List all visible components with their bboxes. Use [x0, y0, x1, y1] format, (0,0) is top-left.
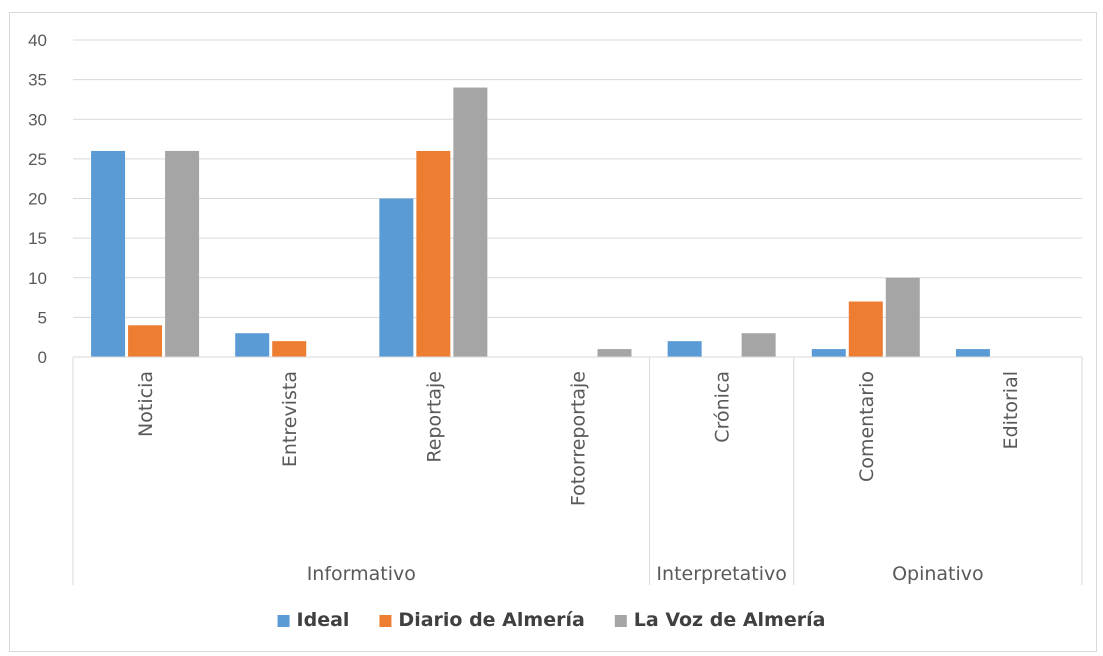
bar-diario-de-almeria-entrevista — [272, 341, 307, 357]
axes — [72, 356, 1083, 585]
legend-label-diario-de-almeria: Diario de Almería — [398, 609, 584, 631]
bar-ideal-comentario — [811, 349, 846, 357]
y-tick-label: 5 — [38, 308, 47, 327]
y-tick-label: 25 — [28, 150, 47, 169]
gridlines — [73, 39, 1082, 318]
y-tick-label: 0 — [38, 348, 47, 367]
bar-la-voz-de-almeria-noticia — [165, 150, 200, 357]
category-labels: Noticia Entrevista Reportaje Fotorreportaje… — [135, 371, 1022, 506]
group-label-informativo: Informativo — [307, 563, 416, 585]
bar-ideal-editorial — [955, 349, 990, 357]
bar-la-voz-de-almeria-fotorreportaje — [597, 349, 632, 357]
group-label-interpretativo: Interpretativo — [656, 563, 786, 585]
y-tick-label: 20 — [28, 190, 47, 209]
legend-label-ideal: Ideal — [297, 609, 350, 631]
bar-diario-de-almeria-reportaje — [416, 150, 451, 357]
category-label-cronica: Crónica — [712, 371, 734, 443]
category-label-entrevista: Entrevista — [279, 371, 301, 467]
bar-ideal-entrevista — [235, 333, 270, 357]
legend-swatch-diario-de-almeria — [379, 615, 392, 627]
category-label-noticia: Noticia — [135, 371, 157, 437]
category-label-editorial: Editorial — [1000, 371, 1022, 449]
y-axis-ticks: 0 5 10 15 20 25 30 35 40 — [28, 31, 47, 367]
bar-ideal-cronica — [667, 341, 702, 357]
y-tick-label: 30 — [28, 110, 47, 129]
bar-ideal-noticia — [91, 150, 126, 357]
bar-ideal-reportaje — [379, 198, 414, 357]
bar-la-voz-de-almeria-cronica — [741, 333, 776, 357]
y-tick-label: 40 — [28, 31, 47, 50]
category-label-fotorreportaje: Fotorreportaje — [568, 371, 590, 506]
legend-label-la-voz-de-almeria: La Voz de Almería — [634, 609, 826, 631]
bar-diario-de-almeria-noticia — [128, 325, 163, 357]
bar-la-voz-de-almeria-comentario — [885, 277, 920, 357]
group-label-opinativo: Opinativo — [892, 563, 984, 585]
legend-swatch-ideal — [277, 615, 290, 627]
group-labels: Informativo Interpretativo Opinativo — [307, 563, 984, 585]
category-label-comentario: Comentario — [856, 371, 878, 482]
bar-diario-de-almeria-comentario — [848, 301, 883, 357]
legend: Ideal Diario de Almería La Voz de Almería — [277, 609, 826, 631]
y-tick-label: 15 — [28, 229, 47, 248]
legend-swatch-la-voz-de-almeria — [614, 615, 627, 627]
bar-la-voz-de-almeria-reportaje — [453, 87, 488, 358]
y-tick-label: 10 — [28, 269, 47, 288]
category-label-reportaje: Reportaje — [423, 371, 445, 463]
bars — [91, 87, 990, 358]
y-tick-label: 35 — [28, 71, 47, 90]
